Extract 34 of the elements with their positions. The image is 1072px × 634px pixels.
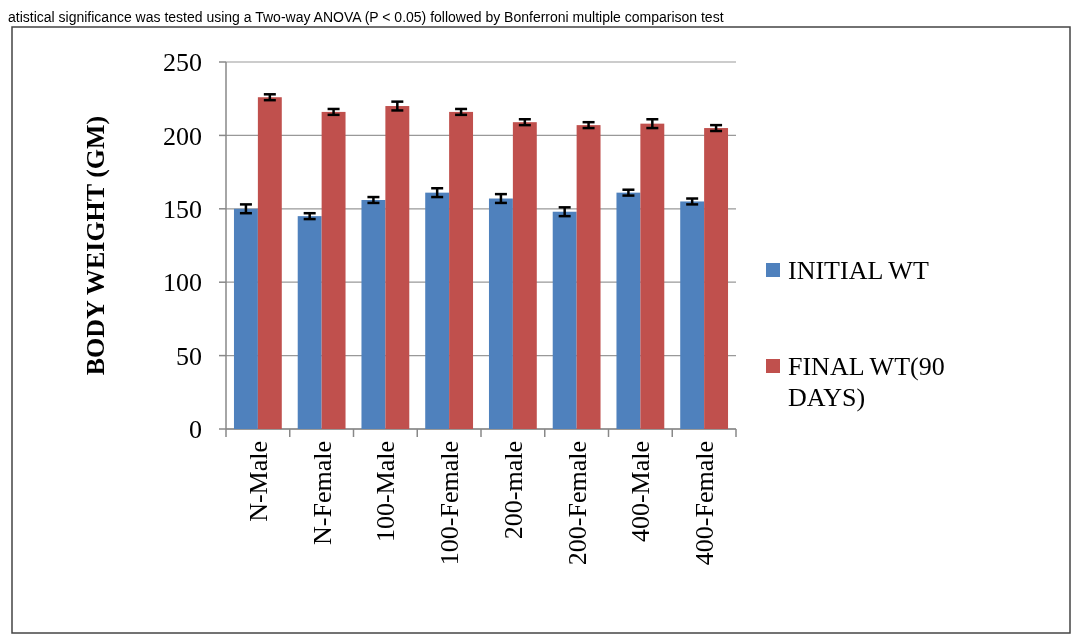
legend-label: FINAL WT(90 DAYS) <box>788 352 945 413</box>
bar <box>257 97 282 429</box>
bar <box>512 122 537 429</box>
y-tick-label: 100 <box>163 268 202 298</box>
y-tick-label: 150 <box>163 194 202 224</box>
bar <box>488 198 513 429</box>
x-tick-label: 200-male <box>498 441 528 540</box>
y-tick-label: 0 <box>189 415 202 445</box>
y-axis-title: BODY WEIGHT (GM) <box>81 115 110 376</box>
bar <box>233 208 258 429</box>
bar <box>640 123 665 429</box>
bar <box>361 199 386 429</box>
legend-label: INITIAL WT <box>788 256 929 286</box>
bar <box>321 111 346 429</box>
bar <box>616 192 641 429</box>
x-tick-label: N-Female <box>307 441 337 545</box>
bar <box>680 201 705 429</box>
y-tick-label: 200 <box>163 121 202 151</box>
x-tick-label: 400-Female <box>690 441 720 566</box>
bar <box>297 216 322 429</box>
bar <box>576 125 601 429</box>
text: atistical significance was tested using a Two-way ANOVA (P < 0.05) followed by Bonferroni multiple comparison test <box>8 9 724 25</box>
x-tick-label: 200-Female <box>562 441 592 566</box>
y-tick-label: 50 <box>176 341 202 371</box>
bar <box>449 111 474 429</box>
x-tick-label: N-Male <box>243 441 273 522</box>
bar <box>425 192 450 429</box>
bar <box>552 211 577 429</box>
y-tick-label: 250 <box>163 48 202 78</box>
x-tick-label: 100-Male <box>371 441 401 543</box>
x-tick-label: 400-Male <box>626 441 656 543</box>
x-tick-label: 100-Female <box>435 441 465 566</box>
bar <box>385 106 410 429</box>
bar <box>704 128 729 429</box>
